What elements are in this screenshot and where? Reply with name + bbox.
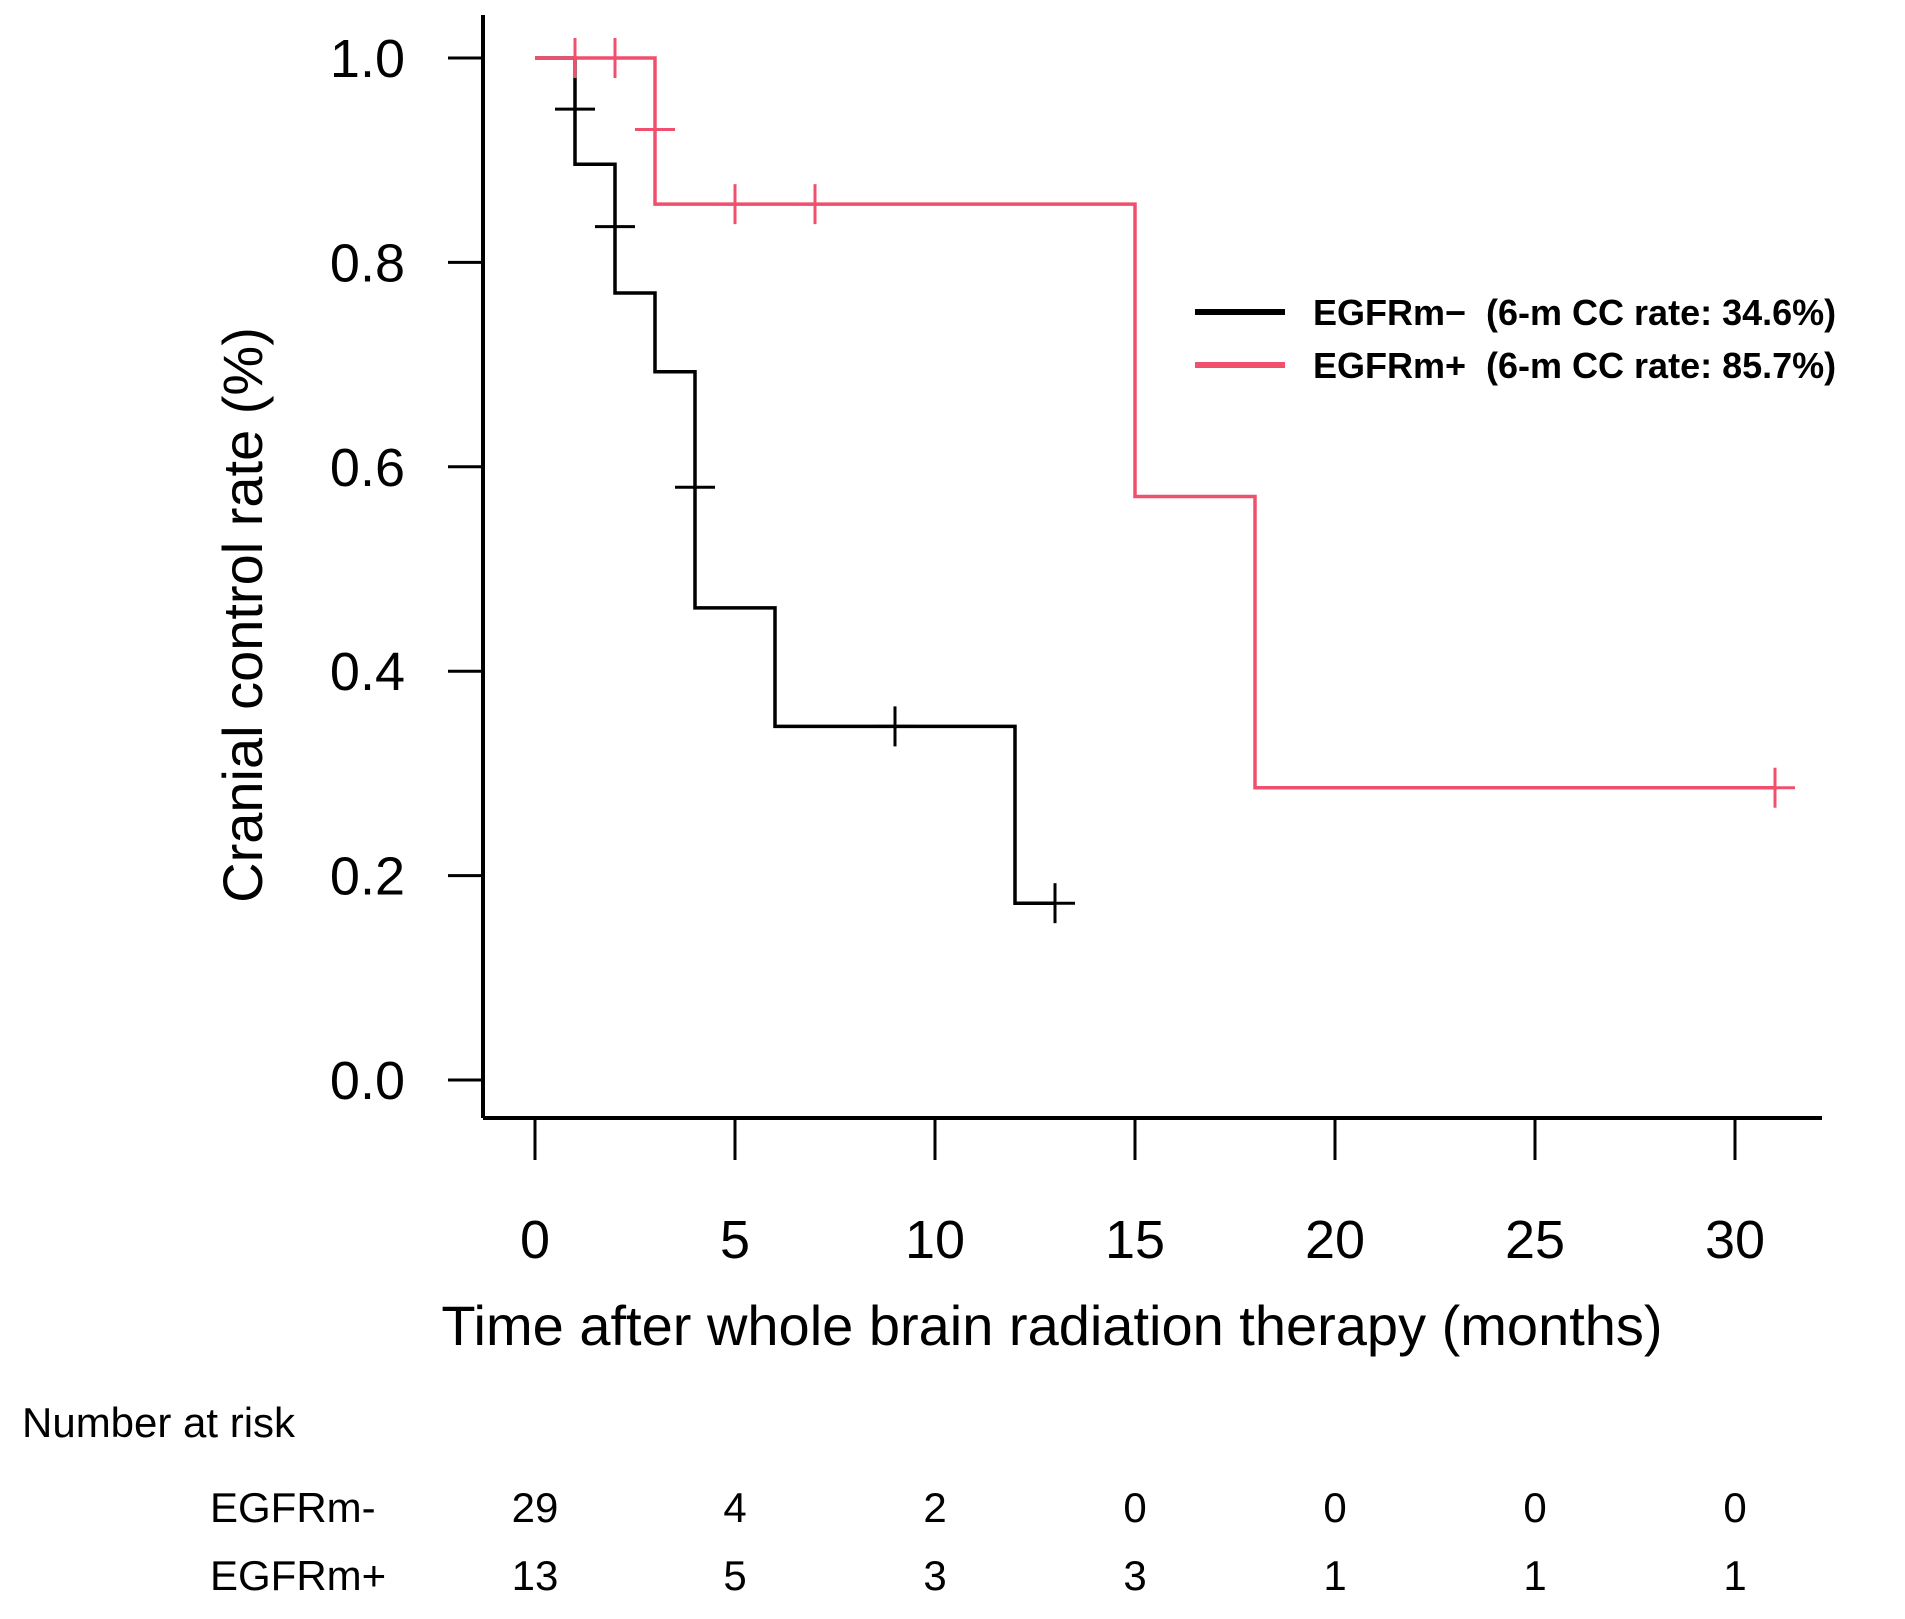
plot-series <box>535 38 1795 924</box>
censor-mark <box>595 38 635 78</box>
y-ticks: 0.0 0.2 0.4 0.6 0.8 1.0 <box>330 29 483 1111</box>
y-axis-title: Cranial control rate (%) <box>211 327 274 903</box>
risk-value: 4 <box>723 1484 746 1531</box>
risk-table: Number at risk EGFRm- EGFRm+ 29 4 2 0 0 0 013 5… <box>22 1399 1747 1599</box>
risk-value: 1 <box>1323 1552 1346 1599</box>
risk-value: 5 <box>723 1552 746 1599</box>
risk-value: 1 <box>1723 1552 1746 1599</box>
censor-mark <box>635 109 675 150</box>
y-tick-label: 0.4 <box>330 642 405 702</box>
km-curve <box>535 56 1055 905</box>
risk-value: 3 <box>923 1552 946 1599</box>
y-tick-label: 0.8 <box>330 233 405 293</box>
risk-values: 29 4 2 0 0 0 0 13 5 3 3 1 1 1 <box>512 1484 1747 1599</box>
risk-value: 13 <box>512 1552 559 1599</box>
km-curve <box>535 56 1775 790</box>
series-egfrm-neg <box>535 56 1075 924</box>
censor-mark <box>795 184 835 225</box>
censor-mark <box>595 206 635 247</box>
x-tick-label: 20 <box>1305 1210 1365 1270</box>
x-tick-label: 5 <box>720 1210 750 1270</box>
censor-mark <box>1755 767 1795 808</box>
risk-value: 3 <box>1123 1552 1146 1599</box>
legend: EGFRm− (6-m CC rate: 34.6%) EGFRm+ (6-m … <box>1195 292 1836 386</box>
censor-mark <box>1035 883 1075 924</box>
censor-mark <box>715 184 755 225</box>
censor-mark <box>875 706 915 747</box>
risk-row-label-egfrm-neg: EGFRm- <box>210 1484 376 1531</box>
legend-label-egfrm-pos: EGFRm+ (6-m CC rate: 85.7%) <box>1313 345 1836 386</box>
x-axis-title: Time after whole brain radiation therapy… <box>441 1294 1662 1357</box>
y-tick-label: 1.0 <box>330 29 405 89</box>
risk-value: 29 <box>512 1484 559 1531</box>
censor-mark <box>555 89 595 130</box>
risk-table-title: Number at risk <box>22 1399 296 1446</box>
x-tick-label: 15 <box>1105 1210 1165 1270</box>
y-tick-label: 0.6 <box>330 438 405 498</box>
x-tick-label: 25 <box>1505 1210 1565 1270</box>
legend-label-egfrm-neg: EGFRm− (6-m CC rate: 34.6%) <box>1313 292 1836 333</box>
axes: 0.0 0.2 0.4 0.6 0.8 1.0 0 5 10 15 20 25 30 <box>330 15 1822 1270</box>
censor-mark <box>675 467 715 508</box>
y-tick-label: 0.0 <box>330 1051 405 1111</box>
x-tick-label: 30 <box>1705 1210 1765 1270</box>
x-tick-label: 0 <box>520 1210 550 1270</box>
risk-value: 1 <box>1523 1552 1546 1599</box>
series-egfrm-pos <box>535 38 1795 808</box>
censor-mark <box>555 38 595 78</box>
risk-value: 2 <box>923 1484 946 1531</box>
risk-row-label-egfrm-pos: EGFRm+ <box>210 1552 386 1599</box>
risk-value: 0 <box>1723 1484 1746 1531</box>
risk-value: 0 <box>1523 1484 1546 1531</box>
x-tick-label: 10 <box>905 1210 965 1270</box>
risk-value: 0 <box>1123 1484 1146 1531</box>
y-tick-label: 0.2 <box>330 847 405 907</box>
risk-value: 0 <box>1323 1484 1346 1531</box>
x-ticks: 0 5 10 15 20 25 30 <box>520 1118 1765 1270</box>
